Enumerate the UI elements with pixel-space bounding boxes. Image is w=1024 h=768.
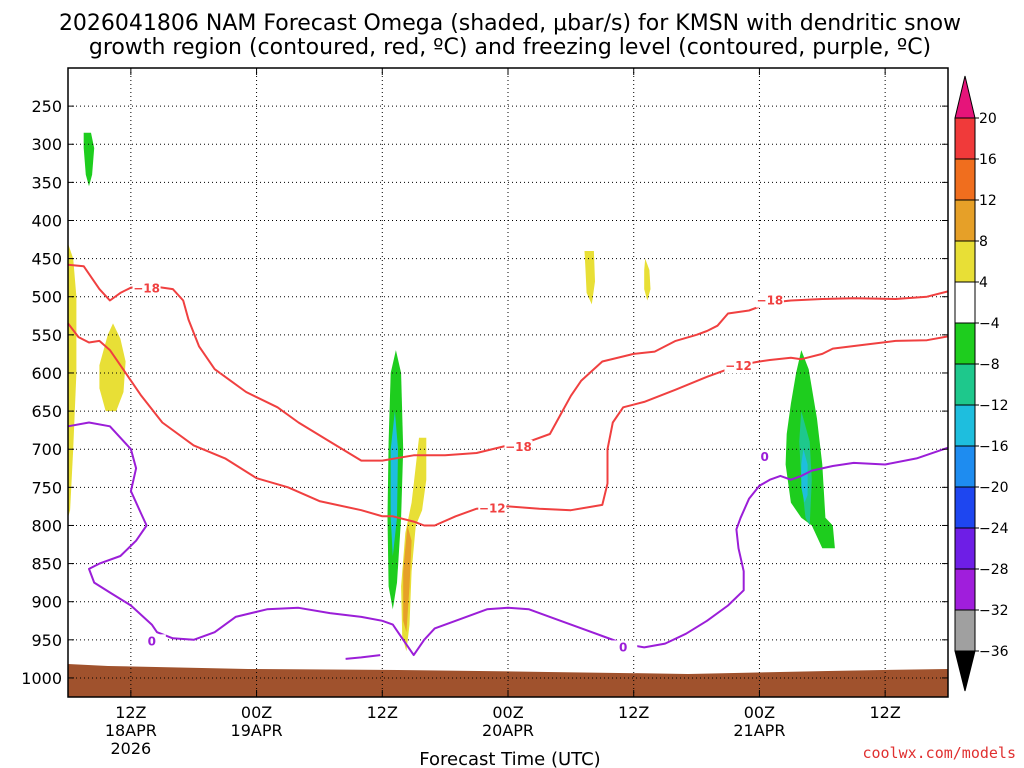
y-tick-label-550: 550 bbox=[31, 326, 62, 345]
colorbar-label-2: 12 bbox=[979, 193, 997, 209]
colorbar-segment-11 bbox=[954, 568, 976, 611]
contour-lines: −18 −12 0 −18 −12 0 0 −18 bbox=[67, 263, 949, 660]
colorbar-label-1: 16 bbox=[979, 152, 997, 168]
y-tick-label-700: 700 bbox=[31, 440, 62, 459]
x-tick-label-6-line3: 2026 bbox=[110, 739, 151, 758]
axes: 250 300 350 400 450 500 550 600 650 700 750 800 850 9… bbox=[21, 67, 949, 758]
x-tick-label-6-line2: 18APR bbox=[105, 721, 157, 740]
x-tick-label-42-line1: 00Z bbox=[492, 703, 523, 722]
colorbar-label-7: −12 bbox=[979, 398, 1009, 414]
colorbar-segment-7 bbox=[954, 404, 976, 447]
colorbar-label-4: 4 bbox=[979, 275, 988, 291]
y-tick-label-400: 400 bbox=[31, 211, 62, 230]
x-tick-label-18-line1: 00Z bbox=[241, 703, 272, 722]
colorbar-label-0: 20 bbox=[979, 111, 997, 127]
dgz-minus12-lower bbox=[67, 322, 949, 527]
colorbar-segment-6 bbox=[954, 363, 976, 406]
colorbar-label-9: −20 bbox=[979, 480, 1009, 496]
y-tick-label-650: 650 bbox=[31, 402, 62, 421]
y-tick-label-250: 250 bbox=[31, 97, 62, 116]
dgz-minus12-lower-label: −12 bbox=[725, 359, 752, 373]
y-tick-label-750: 750 bbox=[31, 478, 62, 497]
contour-label-bg-1 bbox=[478, 501, 507, 516]
colorbar-label-12: −32 bbox=[979, 603, 1009, 619]
contour-label-1: −12 bbox=[479, 502, 506, 516]
y-tick-label-900: 900 bbox=[31, 593, 62, 612]
y-tick-label-800: 800 bbox=[31, 516, 62, 535]
x-tick-label-18-line2: 19APR bbox=[231, 721, 283, 740]
colorbar-segment-9 bbox=[954, 486, 976, 529]
freezing-level-main-label-bg bbox=[750, 449, 779, 464]
colorbar-over-arrow bbox=[954, 75, 976, 119]
colorbar-segment-4 bbox=[954, 281, 976, 324]
y-tick-label-600: 600 bbox=[31, 364, 62, 383]
colorbar-segment-2 bbox=[954, 199, 976, 242]
contour-label-2: 0 bbox=[148, 634, 156, 648]
omega-cyan-day19 bbox=[390, 411, 398, 556]
freezing-level-fragment bbox=[345, 654, 381, 660]
contour-label-bg-4 bbox=[755, 293, 784, 308]
colorbar-label-10: −24 bbox=[979, 521, 1009, 537]
colorbar-label-6: −8 bbox=[979, 357, 1000, 373]
x-tick-label-42-line2: 20APR bbox=[482, 721, 534, 740]
dgz-minus18-upper-label-bg bbox=[132, 281, 161, 296]
y-tick-label-850: 850 bbox=[31, 555, 62, 574]
freezing-level-main bbox=[67, 421, 949, 657]
contour-label-bg-0 bbox=[504, 439, 533, 454]
dgz-minus12-lower-label-bg bbox=[724, 359, 753, 374]
colorbar-segment-1 bbox=[954, 158, 976, 201]
colorbar-label-5: −4 bbox=[979, 316, 1000, 332]
colorbar-segment-5 bbox=[954, 322, 976, 365]
colorbar-segment-0 bbox=[954, 117, 976, 160]
omega-yellow-small-b bbox=[644, 258, 651, 301]
omega-colorbar: 20 16 12 8 4 −4 −8 −12 −16 −20 −24 −28 −32 −36 bbox=[954, 75, 1009, 692]
chart-title-line1: 2026041806 NAM Forecast Omega (shaded, μ… bbox=[59, 11, 961, 36]
y-tick-label-300: 300 bbox=[31, 135, 62, 154]
x-tick-label-54-line1: 12Z bbox=[618, 703, 649, 722]
colorbar-segment-3 bbox=[954, 240, 976, 283]
y-tick-label-950: 950 bbox=[31, 631, 62, 650]
plot-area bbox=[68, 68, 948, 697]
colorbar-under-arrow bbox=[954, 650, 976, 692]
colorbar-segment-12 bbox=[954, 609, 976, 652]
y-tick-label-1000: 1000 bbox=[21, 669, 62, 688]
y-tick-label-450: 450 bbox=[31, 250, 62, 269]
contour-label-bg-2 bbox=[137, 634, 166, 649]
contour-label-bg-3 bbox=[609, 640, 638, 655]
y-tick-label-350: 350 bbox=[31, 173, 62, 192]
contour-label-0: −18 bbox=[505, 440, 532, 454]
omega-cyan-day21 bbox=[801, 449, 808, 503]
colorbar-label-13: −36 bbox=[979, 644, 1009, 660]
x-axis-label: Forecast Time (UTC) bbox=[419, 749, 600, 768]
dgz-minus18-upper-label: −18 bbox=[133, 281, 160, 295]
grid-lines bbox=[68, 68, 948, 697]
omega-yellow-small-a bbox=[584, 251, 595, 305]
plot-background bbox=[68, 68, 948, 697]
x-tick-label-6-line1: 12Z bbox=[115, 703, 146, 722]
colorbar-segment-8 bbox=[954, 445, 976, 488]
contour-label-3: 0 bbox=[619, 640, 627, 654]
x-tick-label-30-line1: 12Z bbox=[367, 703, 398, 722]
colorbar-label-8: −16 bbox=[979, 439, 1009, 455]
freezing-level-main-label: 0 bbox=[760, 450, 768, 464]
credit-text: coolwx.com/models bbox=[862, 744, 1016, 762]
colorbar-segment-10 bbox=[954, 527, 976, 570]
y-tick-label-500: 500 bbox=[31, 288, 62, 307]
x-tick-label-66-line2: 21APR bbox=[733, 721, 785, 740]
colorbar-label-3: 8 bbox=[979, 234, 988, 250]
omega-green-day21 bbox=[785, 350, 835, 549]
x-tick-label-66-line1: 00Z bbox=[744, 703, 775, 722]
omega-green-upper bbox=[83, 132, 95, 187]
omega-orange-day19 bbox=[403, 525, 412, 633]
x-tick-label-78-line1: 12Z bbox=[869, 703, 900, 722]
contour-label-4: −18 bbox=[757, 294, 784, 308]
colorbar-label-11: −28 bbox=[979, 562, 1009, 578]
chart-title-line2: growth region (contoured, red, ºC) and f… bbox=[89, 35, 931, 60]
